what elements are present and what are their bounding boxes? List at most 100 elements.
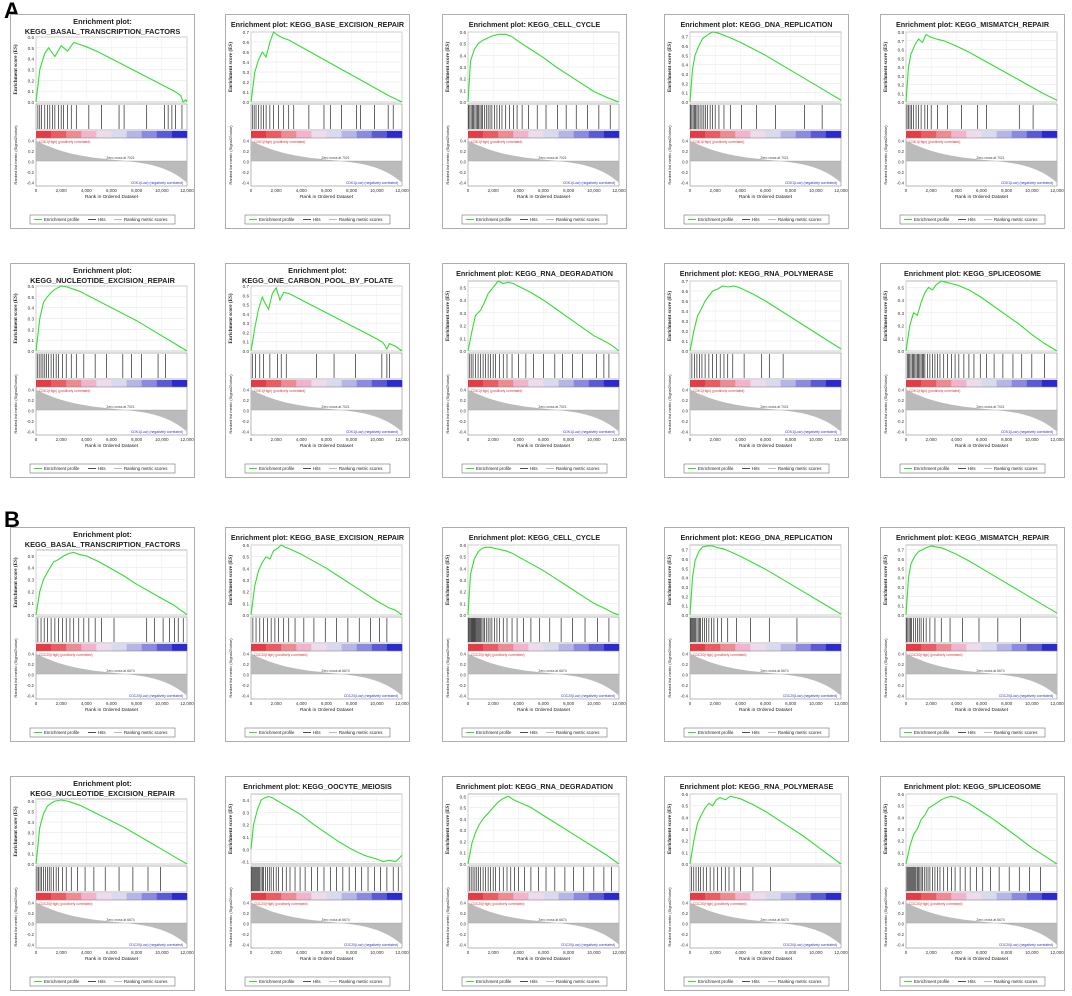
rank-color-segment [1026,644,1043,651]
legend-hits-label: Hits [98,217,106,222]
y-axis-label: Enrichment score (ES) [444,804,451,855]
x-tick-label: 8,000 [563,437,575,442]
legend-profile-label: Enrichment profile [44,466,80,471]
y-tick-label: 0.4 [682,309,689,314]
x-tick-label: 12,000 [395,950,409,955]
y-tick-label: 0.1 [28,89,35,94]
metric-tick-label: 0.2 [243,149,249,154]
x-tick-label: 10,000 [370,437,384,442]
metric-tick-label: 0.0 [28,922,34,927]
legend-profile-label: Enrichment profile [914,730,950,735]
x-tick-label: 4,000 [81,950,93,955]
metric-tick-label: 0.2 [243,398,249,403]
x-tick-label: 8,000 [131,188,143,193]
legend-metric-label: Ranking metric scores [556,466,600,471]
gsea-plot: Enrichment plot: KEGG_RNA_POLYMERASE 0.0 0… [664,263,849,478]
rank-color-segment [951,644,967,651]
enrichment-profile-line [467,795,620,865]
metric-axis-label: Ranked list metric (Signal2Noise) [228,638,233,698]
metric-tick-label: 0.0 [28,409,34,414]
rank-color-segment [386,644,403,651]
x-tick-label: 12,000 [1050,701,1064,706]
x-tick-label: 8,000 [563,188,575,193]
rank-color-segment [36,893,52,900]
plot-title: Enrichment plot: [288,266,347,275]
rank-color-segment [156,131,173,138]
rank-color-segment [171,893,188,900]
legend-hits-label: Hits [313,730,321,735]
zero-cross-label: Zero cross at 6674 [760,918,788,922]
y-tick-label: 0.1 [682,850,689,855]
rank-color-segment [966,644,982,651]
x-tick-label: 4,000 [513,437,525,442]
rank-color-segment [1041,131,1058,138]
x-tick-label: 4,000 [81,188,93,193]
metric-tick-label: 0.2 [28,911,34,916]
rank-color-segment [1026,893,1043,900]
rank-color-segment [780,380,796,387]
rank-color-segment [483,131,499,138]
y-tick-label: 0.2 [28,589,35,594]
x-axis-label: Rank in Ordered Dataset [739,443,793,449]
legend-hits-label: Hits [313,217,321,222]
x-tick-label: 12,000 [612,701,626,706]
plot-title: Enrichment plot: KEGG_DNA_REPLICATION [680,20,832,29]
high-group-label: CDK1(High) (positively correlated) [693,140,744,144]
low-group-label: CDC20(Low) (negatively correlated) [561,694,615,698]
rank-color-segment [981,644,997,651]
metric-tick-label: 0.4 [243,139,249,144]
legend-metric-label: Ranking metric scores [124,217,168,222]
legend-profile-label: Enrichment profile [476,217,512,222]
metric-tick-label: -0.4 [242,694,250,699]
rank-color-segment [735,893,751,900]
legend-hits-label: Hits [968,466,976,471]
rank-color-segment [483,893,499,900]
rank-color-segment [96,893,112,900]
legend-metric-label: Ranking metric scores [994,466,1038,471]
rank-color-segment [66,380,82,387]
y-tick-label: 0.6 [682,44,689,49]
rank-color-segment [1011,644,1028,651]
y-tick-label: 0.2 [682,839,689,844]
rank-color-segment [111,131,127,138]
zero-cross-label: Zero cross at 6674 [538,918,566,922]
y-tick-label: 0.2 [682,81,689,86]
metric-tick-label: 0.0 [28,160,34,165]
metric-tick-label: 0.0 [682,409,688,414]
x-tick-label: 10,000 [809,950,823,955]
rank-color-segment [690,644,706,651]
legend-metric-label: Ranking metric scores [556,730,600,735]
high-group-label: CDC20(High) (positively correlated) [39,653,93,657]
metric-tick-label: 0.0 [243,409,249,414]
rank-color-segment [705,644,721,651]
metric-tick-label: -0.2 [459,932,467,937]
rank-color-segment [720,131,736,138]
ranking-metric-area [690,653,841,696]
x-tick-label: 2,000 [271,950,283,955]
x-tick-label: 12,000 [834,188,848,193]
rank-color-segment [311,131,327,138]
y-axis-label: Enrichment score (ES) [882,42,889,93]
rank-color-segment [498,380,514,387]
x-tick-label: 4,000 [81,701,93,706]
rank-color-segment [528,131,544,138]
rank-color-segment [36,131,52,138]
y-tick-label: 0.6 [682,557,689,562]
rank-color-segment [171,380,188,387]
rank-color-segment [371,131,388,138]
metric-tick-label: 0.4 [898,652,904,657]
hits-panel [689,616,842,644]
rank-color-segment [825,644,842,651]
metric-axis-label: Ranked list metric (Signal2Noise) [883,638,888,698]
y-axis-label: Enrichment score (ES) [882,804,889,855]
legend-metric-label: Ranking metric scores [778,979,822,984]
plot-title: Enrichment plot: [73,779,132,788]
legend-hits-label: Hits [968,730,976,735]
metric-tick-label: 0.2 [460,662,466,667]
metric-tick-label: 0.4 [682,139,688,144]
ranking-metric-area [468,653,619,696]
metric-axis-label: Ranked list metric (Signal2Noise) [445,374,450,434]
y-tick-label: 0.0 [682,349,689,354]
rank-color-segment [311,644,327,651]
legend-metric-label: Ranking metric scores [556,979,600,984]
